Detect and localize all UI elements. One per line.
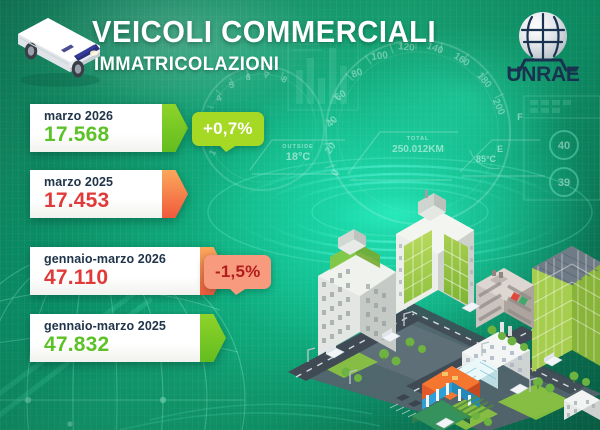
svg-text:85°C: 85°C: [476, 154, 497, 164]
svg-text:40: 40: [324, 114, 340, 130]
svg-text:250.012KM: 250.012KM: [392, 144, 444, 155]
svg-text:60: 60: [333, 88, 349, 103]
data-card-gennaio-marzo-2025: gennaio-marzo 2025 47.832: [30, 314, 226, 362]
page-title: VEICOLI COMMERCIALI: [92, 14, 437, 49]
svg-text:18°C: 18°C: [286, 151, 311, 163]
card-arrow-chevron-icon: [162, 170, 188, 218]
card-period-label: gennaio-marzo 2026: [44, 252, 166, 267]
data-card-marzo-2025: marzo 2025 17.453: [30, 170, 188, 218]
card-value: 47.832: [44, 333, 110, 357]
page-subtitle: IMMATRICOLAZIONI: [94, 52, 280, 75]
card-body: gennaio-marzo 2026 47.110: [30, 247, 200, 295]
card-period-label: marzo 2026: [44, 109, 114, 124]
card-value: 17.453: [44, 189, 110, 213]
svg-text:F: F: [517, 112, 523, 122]
svg-text:5: 5: [228, 80, 235, 91]
svg-text:TOTAL: TOTAL: [407, 136, 430, 142]
svg-text:180: 180: [474, 70, 493, 90]
svg-text:20: 20: [323, 141, 339, 157]
card-arrow-chevron-icon: [200, 314, 226, 362]
data-card-marzo-2026: marzo 2026 17.568: [30, 104, 188, 152]
svg-text:40: 40: [558, 140, 570, 152]
card-body: gennaio-marzo 2025 47.832: [30, 314, 200, 362]
card-period-label: gennaio-marzo 2025: [44, 319, 166, 334]
card-body: marzo 2026 17.568: [30, 104, 162, 152]
status-badge-variazione-mensile: +0,7%: [192, 112, 264, 152]
svg-text:200: 200: [490, 97, 507, 117]
card-period-label: marzo 2025: [44, 175, 114, 190]
svg-text:1: 1: [207, 148, 218, 157]
card-value: 17.568: [44, 123, 110, 147]
delivery-van-icon: [18, 18, 100, 87]
unrae-wordmark: UNRAE: [506, 63, 579, 84]
unrae-globe-car-logo[interactable]: UNRAE: [502, 8, 584, 84]
status-badge-variazione-progressiva: -1,5%: [204, 255, 272, 295]
card-arrow-chevron-icon: [162, 104, 188, 152]
svg-text:E: E: [497, 144, 503, 154]
isometric-city-illustration: [288, 190, 600, 430]
svg-text:0: 0: [330, 168, 342, 178]
data-card-gennaio-marzo-2026: gennaio-marzo 2026 47.110: [30, 247, 226, 295]
svg-text:OUTSIDE: OUTSIDE: [282, 144, 313, 150]
svg-text:4: 4: [215, 93, 223, 104]
card-value: 47.110: [44, 266, 109, 290]
title-block: VEICOLI COMMERCIALI IMMATRICOLAZIONI: [92, 16, 458, 76]
card-body: marzo 2025 17.453: [30, 170, 162, 218]
